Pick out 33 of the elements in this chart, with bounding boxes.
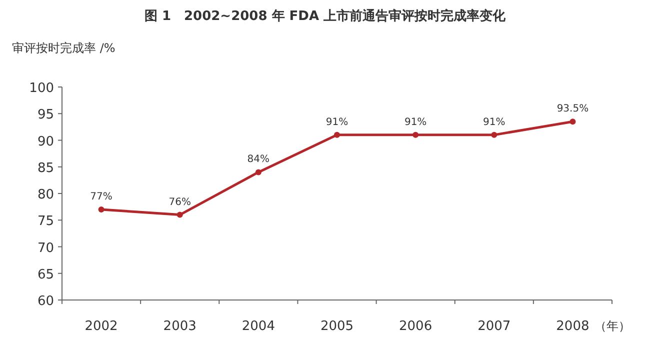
point bbox=[255, 169, 262, 176]
point bbox=[570, 118, 576, 125]
y-axis-title: 审评按时完成率 /% bbox=[12, 41, 116, 55]
y-tick-label: 60 bbox=[37, 294, 54, 309]
y-tick-label: 80 bbox=[37, 188, 54, 202]
point bbox=[98, 206, 104, 212]
x-tick-label: 2005 bbox=[320, 319, 354, 334]
x-axis-title: （年） bbox=[594, 319, 631, 333]
point bbox=[176, 212, 183, 218]
data-label: 91% bbox=[404, 116, 427, 128]
x-tick-label: 2003 bbox=[163, 319, 196, 334]
data-label: 76% bbox=[168, 196, 191, 208]
x-tick-label: 2008 bbox=[556, 319, 590, 334]
chart-title: 图 1 2002~2008 年 FDA 上市前通告审评按时完成率变化 bbox=[144, 8, 507, 24]
point bbox=[334, 132, 340, 138]
y-tick-label: 100 bbox=[29, 81, 54, 96]
data-label: 93.5% bbox=[556, 104, 589, 115]
x-tick-label: 2004 bbox=[242, 319, 275, 334]
point bbox=[412, 132, 419, 138]
x-tick-label: 2007 bbox=[478, 319, 511, 334]
data-label: 91% bbox=[326, 116, 348, 128]
data-label: 91% bbox=[483, 116, 506, 128]
x-tick-label: 2006 bbox=[399, 319, 432, 334]
y-tick-label: 65 bbox=[37, 267, 54, 282]
y-tick-label: 90 bbox=[37, 134, 54, 150]
data-label: 77% bbox=[90, 191, 112, 202]
y-tick-label: 85 bbox=[37, 160, 54, 176]
data-label: 84% bbox=[247, 154, 270, 166]
y-tick-label: 95 bbox=[37, 108, 54, 123]
y-tick-label: 75 bbox=[37, 214, 54, 230]
x-tick-label: 2002 bbox=[84, 319, 118, 334]
point bbox=[491, 132, 498, 138]
y-tick-label: 70 bbox=[37, 240, 54, 256]
